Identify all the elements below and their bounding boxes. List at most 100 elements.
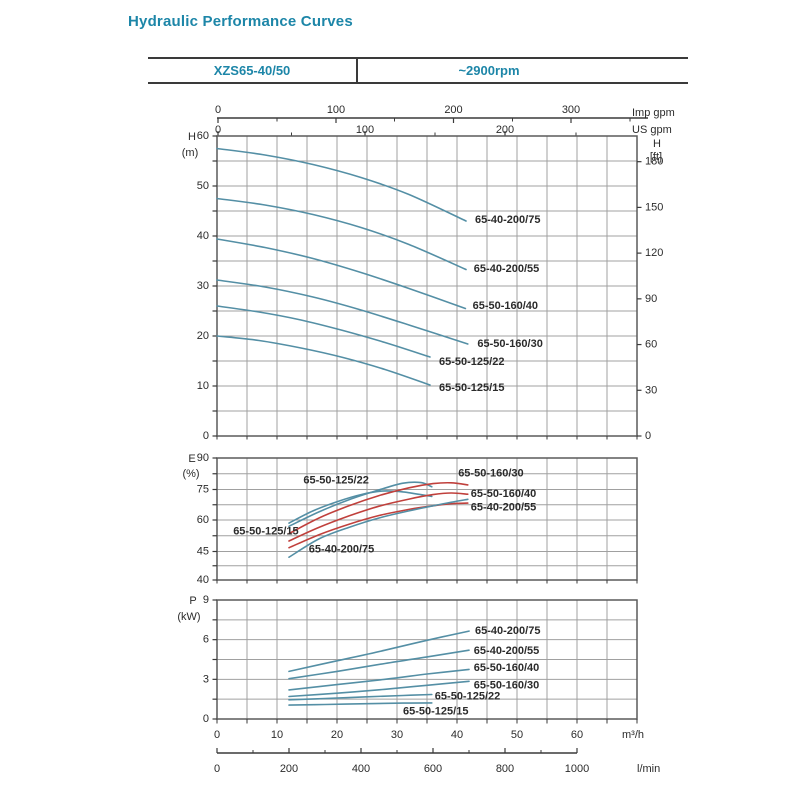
tick-label: 20 [197,330,209,342]
pow-chart: 0 3 6 9P (kW) 65-40-200/75 65-40-200/55 65-50-1… [177,594,638,725]
curve-65-50-160/30 [288,481,469,535]
curve-65-50-125/22 [216,305,431,358]
tick-label: 10 [197,380,209,392]
curve-65-50-160/40 [216,238,467,310]
curve-65-40-200/75 [288,630,470,673]
curve-label: 65-50-125/15 [233,526,298,538]
curve-65-50-125/15 [288,490,433,524]
curve-label: 65-50-160/30 [474,679,539,691]
y2-axis-unit: [ft] [650,151,662,163]
curve-65-50-125/15 [216,335,431,386]
tick-label: 150 [645,201,663,213]
us-gpm-unit: US gpm [632,124,672,136]
tick-label: 60 [645,339,657,351]
curve-label: 65-40-200/55 [474,263,539,275]
curve-65-50-125/15 [288,702,433,706]
y-axis-label: P [189,595,196,607]
curve-label: 65-50-160/30 [458,468,523,480]
curve-label: 65-40-200/75 [309,543,374,555]
tick-label: 50 [197,180,209,192]
tick-label: 0 [214,729,220,741]
curve-65-40-200/55 [288,649,470,680]
tick-label: 60 [571,729,583,741]
head-chart: 01020304050600306090120150180H(m)H[ft]65… [182,130,664,442]
y-axis-label: H [188,131,196,143]
tick-label: 800 [496,763,514,775]
y2-axis-label: H [653,138,661,150]
y-axis-unit: (m) [182,147,199,159]
tick-label: 0 [203,713,209,725]
tick-label: 50 [511,729,523,741]
curve-label: 65-50-125/15 [439,382,504,394]
lmin-unit: l/min [637,763,660,775]
tick-label: 75 [197,484,209,496]
curve-65-50-160/30 [288,680,470,698]
y-axis-unit: (kW) [177,611,200,623]
tick-label: 30 [391,729,403,741]
curve-65-40-200/75 [216,147,467,222]
curve-label: 65-50-160/40 [471,488,536,500]
curve-65-40-200/75 [288,498,469,558]
curve-label: 65-40-200/55 [471,501,536,513]
us-gpm-axis: 0 100 200 US gpm [215,124,672,136]
tick-label: 30 [197,280,209,292]
eff-chart: 40 45 60 75 90E (%) 65-50-125/22 65-50-160/30 65… [182,452,638,586]
tick-label: 120 [645,247,663,259]
tick-label: 10 [271,729,283,741]
curve-65-40-200/55 [288,502,469,549]
tick-label: 6 [203,634,209,646]
page-title: Hydraulic Performance Curves [128,13,353,30]
tick-label: 100 [327,104,345,116]
curve-65-50-125/22 [288,481,433,528]
pump-speed: ~2900rpm [458,63,520,78]
curve-65-50-160/40 [288,668,470,691]
tick-label: 40 [451,729,463,741]
m3h-unit: m³/h [622,729,644,741]
tick-label: 30 [645,384,657,396]
tick-label: 600 [424,763,442,775]
curve-65-50-160/40 [288,492,469,542]
tick-label: 40 [197,574,209,586]
curve-label: 65-40-200/75 [475,625,540,637]
tick-label: 40 [197,230,209,242]
curve-65-40-200/55 [216,197,467,271]
m3h-axis: 0 10 20 30 40 50 60 m³/h [214,729,644,741]
tick-label: 100 [356,124,374,136]
curve-label: 65-50-160/40 [474,662,539,674]
curve-65-50-125/22 [288,693,433,701]
tick-label: 200 [444,104,462,116]
tick-label: 20 [331,729,343,741]
y-axis-label: E [188,453,195,465]
curve-65-50-160/30 [216,279,469,345]
lmin-axis: 0 200 400 600 800 1000 l/min [214,748,660,775]
tick-label: 0 [215,104,221,116]
tick-label: 60 [197,130,209,142]
tick-label: 200 [496,124,514,136]
curve-label: 65-50-160/30 [477,338,542,350]
table-divider [356,59,358,82]
curve-label: 65-50-125/15 [403,706,468,718]
tick-label: 0 [214,763,220,775]
curve-label: 65-50-125/22 [439,356,504,368]
curve-label: 65-40-200/75 [475,214,540,226]
tick-label: 400 [352,763,370,775]
tick-label: 60 [197,514,209,526]
curve-label: 65-50-125/22 [435,690,500,702]
tick-label: 200 [280,763,298,775]
curve-label: 65-50-125/22 [303,474,368,486]
imp-gpm-unit: Imp gpm [632,107,675,119]
curve-label: 65-50-160/40 [473,300,538,312]
y-axis-unit: (%) [182,468,199,480]
tick-label: 45 [197,546,209,558]
model-speed-table: XZS65-40/50 ~2900rpm [148,57,688,84]
tick-label: 180 [645,156,663,168]
tick-label: 3 [203,673,209,685]
imp-gpm-axis: 0 100 200 300 Imp gpm [215,104,675,123]
pump-model: XZS65-40/50 [213,63,291,78]
tick-label: 0 [215,124,221,136]
tick-label: 90 [197,452,209,464]
tick-label: 9 [203,594,209,606]
tick-label: 90 [645,293,657,305]
